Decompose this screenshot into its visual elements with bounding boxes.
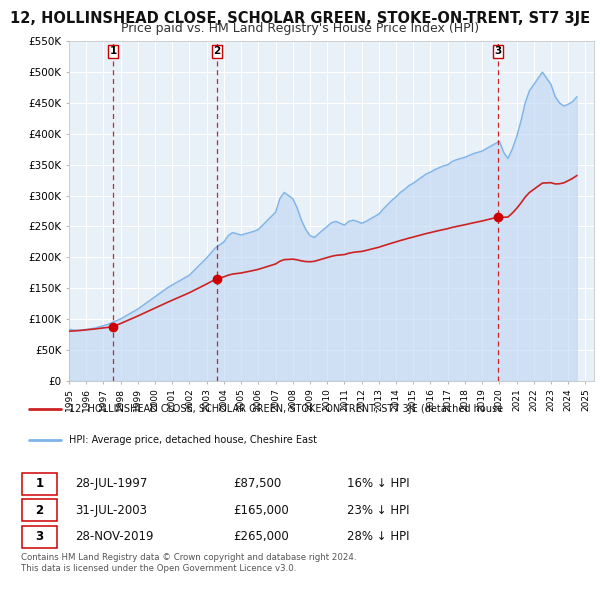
Text: 2: 2: [213, 47, 220, 57]
Text: 31-JUL-2003: 31-JUL-2003: [75, 504, 146, 517]
Text: HPI: Average price, detached house, Cheshire East: HPI: Average price, detached house, Ches…: [69, 435, 317, 445]
Text: 28% ↓ HPI: 28% ↓ HPI: [347, 530, 409, 543]
Text: Price paid vs. HM Land Registry's House Price Index (HPI): Price paid vs. HM Land Registry's House …: [121, 22, 479, 35]
Text: This data is licensed under the Open Government Licence v3.0.: This data is licensed under the Open Gov…: [21, 564, 296, 573]
FancyBboxPatch shape: [22, 526, 57, 548]
Text: 2: 2: [35, 504, 44, 517]
Text: 28-JUL-1997: 28-JUL-1997: [75, 477, 147, 490]
FancyBboxPatch shape: [22, 473, 57, 495]
Text: 3: 3: [494, 47, 502, 57]
Text: Contains HM Land Registry data © Crown copyright and database right 2024.: Contains HM Land Registry data © Crown c…: [21, 553, 356, 562]
Text: 12, HOLLINSHEAD CLOSE, SCHOLAR GREEN, STOKE-ON-TRENT, ST7 3JE: 12, HOLLINSHEAD CLOSE, SCHOLAR GREEN, ST…: [10, 11, 590, 25]
Text: 1: 1: [35, 477, 44, 490]
Text: £165,000: £165,000: [233, 504, 289, 517]
Text: 28-NOV-2019: 28-NOV-2019: [75, 530, 153, 543]
Text: 23% ↓ HPI: 23% ↓ HPI: [347, 504, 409, 517]
Text: 16% ↓ HPI: 16% ↓ HPI: [347, 477, 409, 490]
Text: £87,500: £87,500: [233, 477, 282, 490]
FancyBboxPatch shape: [22, 499, 57, 522]
Text: 12, HOLLINSHEAD CLOSE, SCHOLAR GREEN, STOKE-ON-TRENT, ST7 3JE (detached house: 12, HOLLINSHEAD CLOSE, SCHOLAR GREEN, ST…: [69, 404, 503, 414]
Text: £265,000: £265,000: [233, 530, 289, 543]
Text: 1: 1: [110, 47, 117, 57]
Text: 3: 3: [35, 530, 44, 543]
